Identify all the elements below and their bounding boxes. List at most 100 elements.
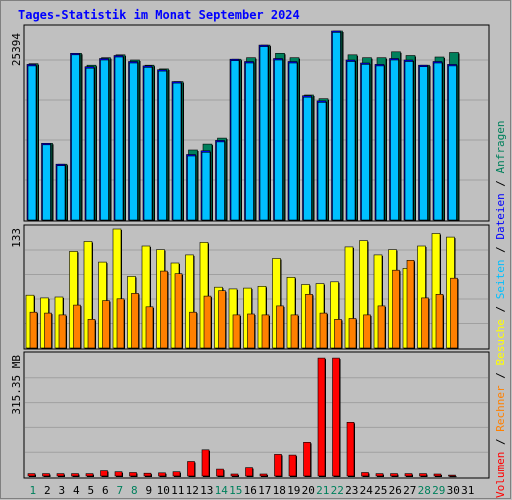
day-label-28: 28 [418,484,431,497]
bar-seiten-day-24 [361,64,370,221]
bar-rechner-day-3 [58,314,67,349]
bar-rechner-day-19 [290,314,299,349]
bars [25,30,460,478]
bar-volumen-day-25 [375,473,384,477]
bar-seiten-day-18 [274,59,283,221]
bar-volumen-day-18 [274,454,282,477]
bar-rechner-day-29 [435,293,444,349]
day-label-26: 26 [389,484,402,497]
bar-rechner-day-13 [203,295,212,349]
bar-seiten-day-3 [56,165,66,221]
bar-seiten-day-28 [419,66,428,221]
bar-seiten-day-6 [100,59,109,221]
legend-seiten: Seiten [494,260,507,300]
bar-seiten-day-7 [114,56,124,221]
day-label-11: 11 [171,484,184,497]
bar-volumen-day-20 [303,441,311,477]
day-label-17: 17 [258,484,271,497]
day-label-29: 29 [432,484,445,497]
legend-sep-5: / [494,180,507,187]
bar-seiten-day-20 [303,96,312,221]
bar-seiten-day-17 [259,46,269,221]
bar-seiten-day-14 [216,141,225,221]
bar-seiten-day-26 [390,59,399,221]
day-label-9: 9 [145,484,152,497]
bar-seiten-day-15 [230,60,240,221]
day-label-31: 31 [461,484,474,497]
legend-rechner: Rechner [494,385,507,432]
day-label-19: 19 [287,484,300,497]
bar-volumen-day-4 [71,473,79,477]
legend-sep-2: / [494,372,507,379]
bar-volumen-day-28 [419,473,427,477]
bar-volumen-day-12 [187,461,195,477]
bar-rechner-day-17 [261,314,270,349]
vertical-legend: Volumen / Rechner / Besuche / Seiten / D… [494,120,507,498]
bar-volumen-day-5 [85,473,94,477]
bar-rechner-day-27 [406,259,415,349]
bar-volumen-day-26 [390,473,398,477]
legend-anfragen: Anfragen [494,120,507,173]
bar-volumen-day-30-shadow [449,476,457,478]
day-label-30: 30 [447,484,460,497]
day-label-23: 23 [345,484,358,497]
bar-rechner-day-6 [102,300,110,349]
bar-volumen-day-19 [288,454,297,477]
bar-seiten-day-21 [317,102,327,221]
day-label-25: 25 [374,484,387,497]
bar-volumen-day-2 [42,473,50,477]
bar-seiten-day-16 [245,62,254,221]
bar-seiten-day-5 [85,67,95,221]
bar-seiten-day-10 [158,70,167,221]
day-label-22: 22 [331,484,344,497]
day-label-1: 1 [29,484,36,497]
day-label-13: 13 [200,484,213,497]
bar-volumen-day-29 [433,473,442,477]
legend-sep-1: / [494,438,507,445]
bar-rechner-day-30 [450,277,458,349]
bar-seiten-day-25 [375,65,385,221]
day-label-15: 15 [229,484,242,497]
bar-rechner-day-28 [421,297,429,349]
bar-volumen-day-9 [143,472,152,477]
bar-volumen-day-16 [245,467,253,477]
bar-rechner-day-26 [392,269,400,349]
bar-rechner-day-20 [305,293,313,349]
legend-volumen: Volumen [494,452,507,498]
panel-kbytes-frame [23,351,490,479]
day-label-12: 12 [186,484,199,497]
bar-volumen-day-7 [114,471,123,477]
day-label-16: 16 [244,484,257,497]
bar-rechner-day-16 [247,313,255,349]
bar-seiten-day-29 [433,62,443,221]
bar-rechner-day-24 [363,314,371,349]
bar-volumen-day-27 [404,473,413,477]
day-label-20: 20 [302,484,315,497]
legend-sep-3: / [494,306,507,313]
bar-volumen-day-17 [259,473,268,477]
bar-volumen-day-24 [361,472,369,477]
bar-rechner-day-10 [160,270,168,349]
bar-rechner-day-9 [145,306,154,349]
bar-seiten-day-11 [172,82,182,221]
day-label-14: 14 [215,484,229,497]
bar-rechner-day-14 [218,290,226,349]
bar-volumen-day-30 [448,474,456,477]
bar-seiten-day-19 [288,62,298,221]
day-label-3: 3 [58,484,65,497]
bar-rechner-day-5 [87,319,96,349]
day-label-21: 21 [316,484,329,497]
bar-seiten-day-13 [201,152,211,221]
legend-dateien: Dateien [494,193,507,239]
bar-rechner-day-7 [116,298,125,349]
day-axis: 1 2 3 4 5 6 7 8 9 10 11 12 13 14 15 16 17 18 19 20 21 22 23 24 2… [29,484,474,497]
bar-rechner-day-25 [377,305,386,349]
bar-rechner-day-1 [29,311,38,349]
bar-volumen-day-1 [27,473,36,477]
bar-volumen-day-23 [346,421,355,477]
bar-volumen-day-21 [317,357,326,477]
bar-rechner-day-21 [319,312,328,349]
panel-hits-ymax-label: 25394 [10,33,23,66]
